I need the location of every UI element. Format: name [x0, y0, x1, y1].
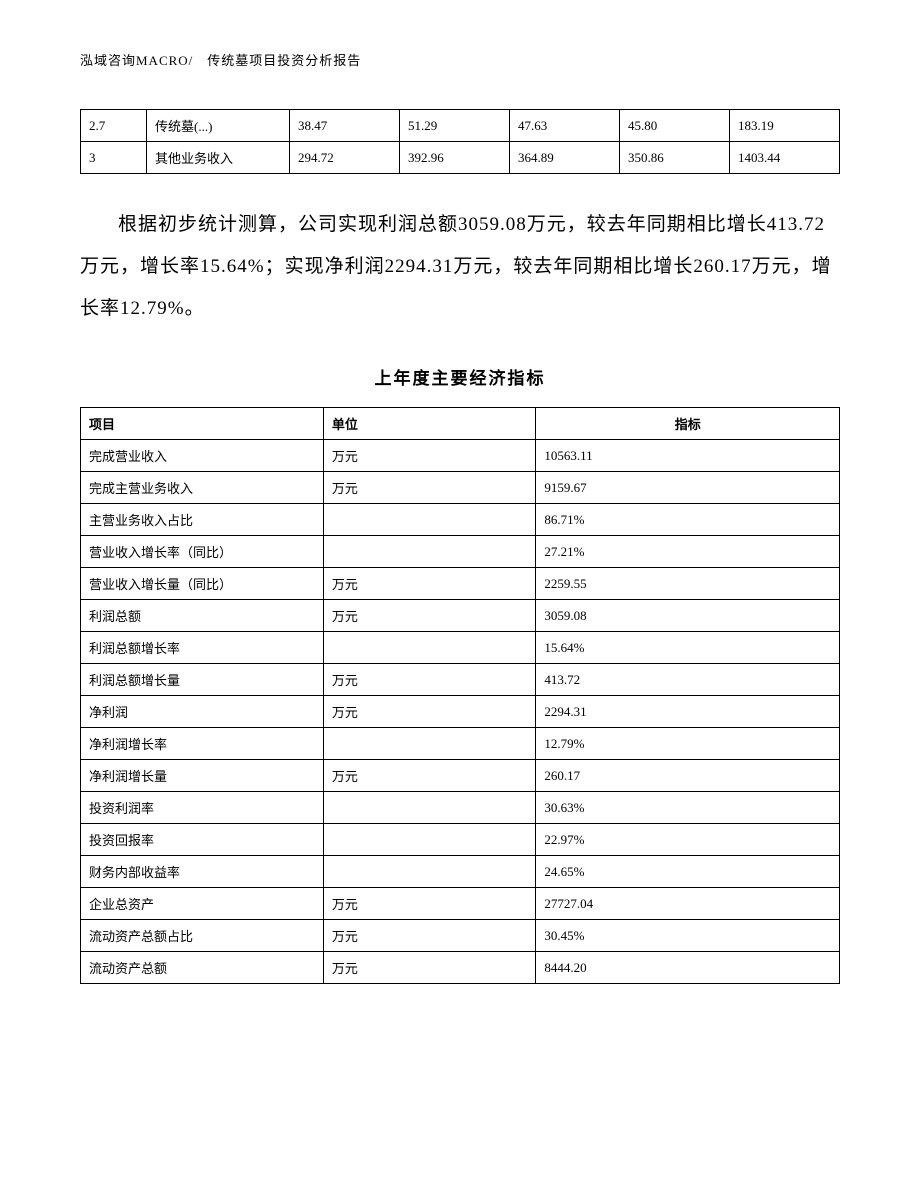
- cell: 2259.55: [536, 568, 840, 600]
- table-economic-indicators: 项目 单位 指标 完成营业收入万元10563.11完成主营业务收入万元9159.…: [80, 407, 840, 984]
- cell: 294.72: [290, 142, 400, 174]
- cell: 财务内部收益率: [81, 856, 324, 888]
- cell: 47.63: [510, 110, 620, 142]
- cell: [323, 856, 536, 888]
- cell: 完成主营业务收入: [81, 472, 324, 504]
- cell: 12.79%: [536, 728, 840, 760]
- cell: 传统墓(...): [147, 110, 290, 142]
- cell: 15.64%: [536, 632, 840, 664]
- cell: [323, 824, 536, 856]
- cell: 392.96: [400, 142, 510, 174]
- cell: 3059.08: [536, 600, 840, 632]
- cell: 营业收入增长量（同比）: [81, 568, 324, 600]
- table-revenue-breakdown: 2.7 传统墓(...) 38.47 51.29 47.63 45.80 183…: [80, 109, 840, 174]
- cell: 413.72: [536, 664, 840, 696]
- cell: 183.19: [730, 110, 840, 142]
- cell: 万元: [323, 696, 536, 728]
- table-header-row: 项目 单位 指标: [81, 408, 840, 440]
- cell: 万元: [323, 472, 536, 504]
- cell: 投资利润率: [81, 792, 324, 824]
- cell: 万元: [323, 568, 536, 600]
- cell: 万元: [323, 888, 536, 920]
- table-row: 投资利润率 30.63%: [81, 792, 840, 824]
- table-row: 完成主营业务收入万元9159.67: [81, 472, 840, 504]
- cell: 主营业务收入占比: [81, 504, 324, 536]
- cell: 营业收入增长率（同比）: [81, 536, 324, 568]
- table-row: 流动资产总额占比万元30.45%: [81, 920, 840, 952]
- cell: 净利润增长量: [81, 760, 324, 792]
- cell: 51.29: [400, 110, 510, 142]
- cell: 260.17: [536, 760, 840, 792]
- cell: 9159.67: [536, 472, 840, 504]
- cell: [323, 728, 536, 760]
- cell: 企业总资产: [81, 888, 324, 920]
- cell: 3: [81, 142, 147, 174]
- table-row: 利润总额增长量万元413.72: [81, 664, 840, 696]
- cell: 38.47: [290, 110, 400, 142]
- cell: 利润总额增长量: [81, 664, 324, 696]
- table2-head: 项目 单位 指标: [81, 408, 840, 440]
- table-row: 营业收入增长量（同比）万元2259.55: [81, 568, 840, 600]
- table-row: 2.7 传统墓(...) 38.47 51.29 47.63 45.80 183…: [81, 110, 840, 142]
- cell: 流动资产总额: [81, 952, 324, 984]
- table-row: 完成营业收入万元10563.11: [81, 440, 840, 472]
- cell: [323, 632, 536, 664]
- cell: 完成营业收入: [81, 440, 324, 472]
- table-row: 净利润增长率 12.79%: [81, 728, 840, 760]
- cell: 万元: [323, 920, 536, 952]
- cell: 净利润: [81, 696, 324, 728]
- cell: 27727.04: [536, 888, 840, 920]
- cell: 万元: [323, 440, 536, 472]
- cell: 万元: [323, 760, 536, 792]
- header-value: 指标: [536, 408, 840, 440]
- cell: [323, 504, 536, 536]
- cell: 其他业务收入: [147, 142, 290, 174]
- table-row: 投资回报率 22.97%: [81, 824, 840, 856]
- cell: 净利润增长率: [81, 728, 324, 760]
- table-row: 流动资产总额万元8444.20: [81, 952, 840, 984]
- table-row: 净利润增长量万元260.17: [81, 760, 840, 792]
- header-unit: 单位: [323, 408, 536, 440]
- cell: 利润总额增长率: [81, 632, 324, 664]
- table2-title: 上年度主要经济指标: [80, 364, 840, 389]
- table-row: 财务内部收益率 24.65%: [81, 856, 840, 888]
- cell: 万元: [323, 664, 536, 696]
- cell: 24.65%: [536, 856, 840, 888]
- cell: 流动资产总额占比: [81, 920, 324, 952]
- cell: 45.80: [620, 110, 730, 142]
- cell: 2294.31: [536, 696, 840, 728]
- cell: 30.45%: [536, 920, 840, 952]
- table-row: 主营业务收入占比 86.71%: [81, 504, 840, 536]
- table-row: 企业总资产万元27727.04: [81, 888, 840, 920]
- table-row: 3 其他业务收入 294.72 392.96 364.89 350.86 140…: [81, 142, 840, 174]
- cell: [323, 792, 536, 824]
- table-row: 净利润万元2294.31: [81, 696, 840, 728]
- summary-paragraph: 根据初步统计测算，公司实现利润总额3059.08万元，较去年同期相比增长413.…: [80, 204, 840, 329]
- cell: 万元: [323, 600, 536, 632]
- cell: [323, 536, 536, 568]
- cell: 86.71%: [536, 504, 840, 536]
- cell: 350.86: [620, 142, 730, 174]
- table-row: 营业收入增长率（同比） 27.21%: [81, 536, 840, 568]
- cell: 2.7: [81, 110, 147, 142]
- table-row: 利润总额增长率 15.64%: [81, 632, 840, 664]
- page-header: 泓域咨询MACRO/ 传统墓项目投资分析报告: [80, 50, 840, 69]
- cell: 364.89: [510, 142, 620, 174]
- cell: 22.97%: [536, 824, 840, 856]
- cell: 30.63%: [536, 792, 840, 824]
- cell: 万元: [323, 952, 536, 984]
- table1-body: 2.7 传统墓(...) 38.47 51.29 47.63 45.80 183…: [81, 110, 840, 174]
- cell: 10563.11: [536, 440, 840, 472]
- cell: 投资回报率: [81, 824, 324, 856]
- table-row: 利润总额万元3059.08: [81, 600, 840, 632]
- cell: 1403.44: [730, 142, 840, 174]
- cell: 8444.20: [536, 952, 840, 984]
- table2-body: 完成营业收入万元10563.11完成主营业务收入万元9159.67主营业务收入占…: [81, 440, 840, 984]
- cell: 27.21%: [536, 536, 840, 568]
- header-item: 项目: [81, 408, 324, 440]
- cell: 利润总额: [81, 600, 324, 632]
